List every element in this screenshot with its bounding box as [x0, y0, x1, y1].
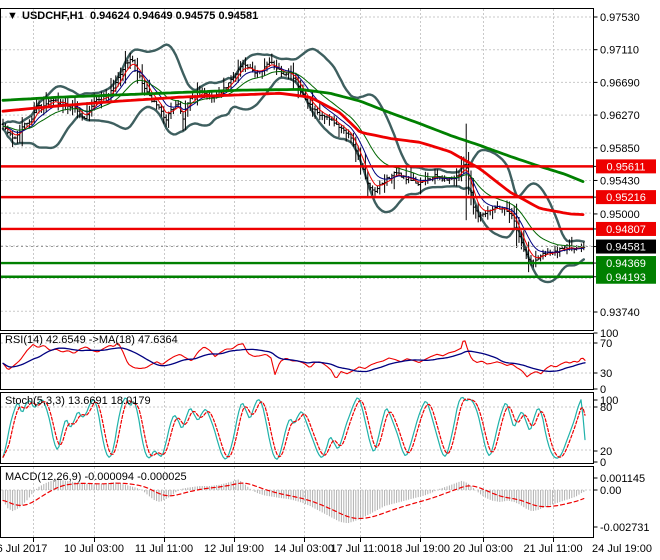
- price-level-badge-text: 0.95611: [607, 161, 646, 173]
- price-axis-label: 0.97530: [600, 12, 640, 24]
- price-level-badge: [596, 190, 656, 205]
- slow-ma-red-line: [1, 91, 585, 216]
- rsi-axis-label: 30: [600, 368, 612, 380]
- price-level-badge-text: 0.94193: [606, 272, 646, 284]
- stoch-axis-label: 100: [600, 395, 618, 407]
- price-level-badge-text: 0.94581: [606, 242, 646, 254]
- price-level-badge: [596, 221, 656, 236]
- price-axis-label: 0.96270: [600, 110, 640, 122]
- rsi-series: [2, 340, 586, 379]
- time-axis-label: 12 Jul 19:00: [204, 543, 264, 555]
- macd-axis-label: -0.002731: [600, 522, 650, 534]
- time-axis-label: 11 Jul 11:00: [135, 543, 193, 555]
- time-axis-label: 14 Jul 03:00: [274, 543, 334, 555]
- price-level-badge-text: 0.94369: [606, 258, 646, 270]
- time-axis-label: 18 Jul 19:00: [390, 543, 450, 555]
- bollinger-upper-band: [1, 43, 585, 243]
- macd-axis-label: 0.00: [600, 485, 621, 497]
- macd-label: MACD(12,26,9) -0.000094 -0.000025: [5, 471, 187, 483]
- price-axis-label: 0.96690: [600, 77, 640, 89]
- stoch-axis-label: 0: [600, 457, 606, 469]
- chart-title-ohlc: 0.94624 0.94649 0.94575 0.94581: [90, 10, 258, 22]
- price-level-badge: [596, 159, 656, 174]
- rsi-axis-label: 70: [600, 338, 612, 350]
- price-level-badge: [596, 256, 656, 271]
- time-axis-label: 20 Jul 03:00: [453, 543, 513, 555]
- chart-title-symbol: USDCHF,H1: [22, 10, 84, 22]
- stoch-axis-label: 80: [600, 402, 612, 414]
- main-chart-panel[interactable]: [0, 8, 594, 331]
- slow-ma-green-line: [1, 88, 585, 183]
- symbol-dropdown-icon[interactable]: ▼: [7, 10, 18, 22]
- stoch-series: [2, 396, 586, 460]
- rsi-axis-label: 100: [600, 328, 618, 340]
- fast-ma-green-line: [2, 71, 585, 248]
- stoch-d-line: [2, 398, 586, 458]
- axis-labels: 0.97530 0.97110 0.96690 0.96270 0.95850 0.954…: [0, 12, 656, 555]
- time-axis-label: 10 Jul 03:00: [64, 543, 124, 555]
- stoch-panel[interactable]: [0, 392, 594, 464]
- main-price-series: [1, 43, 593, 284]
- macd-signal-line: [2, 482, 585, 520]
- price-level-badge: [596, 269, 656, 284]
- price-axis-label: 0.95850: [600, 143, 640, 155]
- macd-panel[interactable]: [0, 466, 594, 538]
- price-axis-label: 0.97110: [600, 45, 639, 57]
- price-level-badge: [596, 239, 656, 254]
- rsi-axis-label: 0: [600, 384, 606, 396]
- rsi-ma-line: [2, 347, 586, 373]
- macd-axis-label: 0.001145: [600, 473, 645, 485]
- macd-series: [2, 479, 585, 524]
- stoch-label: Stoch(5,3,3) 13.6691 18.0179: [5, 395, 151, 407]
- time-axis-label: 24 Jul 19:00: [592, 543, 652, 555]
- time-axis-label: 21 Jul 11:00: [523, 543, 582, 555]
- time-axis-label: 6 Jul 2017: [0, 543, 47, 555]
- stoch-k-line: [2, 396, 586, 460]
- stoch-axis-label: 20: [600, 446, 612, 458]
- rsi-label: RSI(14) 42.6549 ->MA(18) 47.6364: [5, 334, 178, 346]
- price-axis-label: 0.93740: [600, 307, 640, 319]
- price-axis-label: 0.95430: [600, 175, 640, 187]
- time-axis-label: 17 Jul 11:00: [330, 543, 389, 555]
- price-axis-label: 0.95000: [600, 209, 640, 221]
- price-level-badge-text: 0.95216: [606, 192, 646, 204]
- price-level-badge-text: 0.94807: [606, 224, 646, 236]
